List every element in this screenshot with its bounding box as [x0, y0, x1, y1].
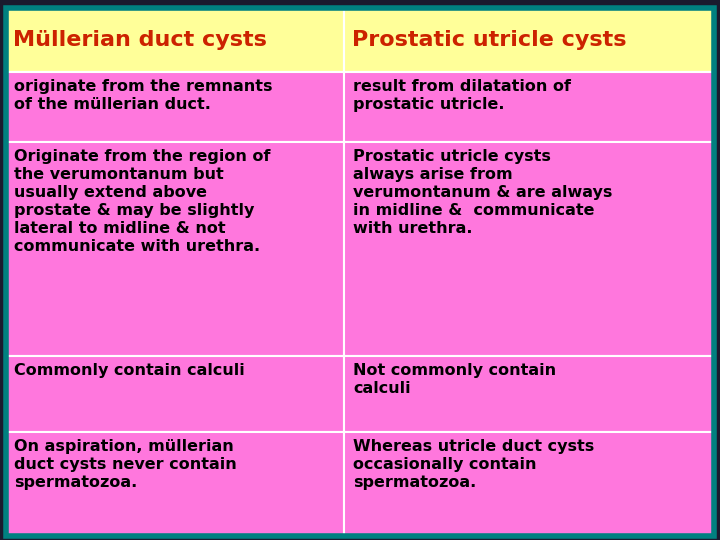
Text: result from dilatation of
prostatic utricle.: result from dilatation of prostatic utri… [353, 79, 571, 112]
Bar [344, 8, 714, 72]
Bar [344, 143, 714, 356]
Bar [6, 72, 344, 143]
Text: On aspiration, müllerian
duct cysts never contain
spermatozoa.: On aspiration, müllerian duct cysts neve… [14, 439, 237, 490]
Text: Müllerian duct cysts: Müllerian duct cysts [13, 30, 267, 50]
Bar [6, 8, 344, 72]
Text: Prostatic utricle cysts: Prostatic utricle cysts [351, 30, 626, 50]
Text: Commonly contain calculi: Commonly contain calculi [14, 363, 245, 378]
Text: originate from the remnants
of the müllerian duct.: originate from the remnants of the mülle… [14, 79, 273, 112]
Bar [6, 433, 344, 536]
Text: Whereas utricle duct cysts
occasionally contain
spermatozoa.: Whereas utricle duct cysts occasionally … [353, 439, 594, 490]
Bar [6, 143, 344, 356]
Text: Prostatic utricle cysts
always arise from
verumontanum & are always
in midline &: Prostatic utricle cysts always arise fro… [353, 149, 613, 236]
Bar [344, 433, 714, 536]
Text: Originate from the region of
the verumontanum but
usually extend above
prostate : Originate from the region of the verumon… [14, 149, 271, 254]
Bar [6, 356, 344, 433]
Text: Not commonly contain
calculi: Not commonly contain calculi [353, 363, 556, 396]
Bar [344, 356, 714, 433]
Bar [344, 72, 714, 143]
